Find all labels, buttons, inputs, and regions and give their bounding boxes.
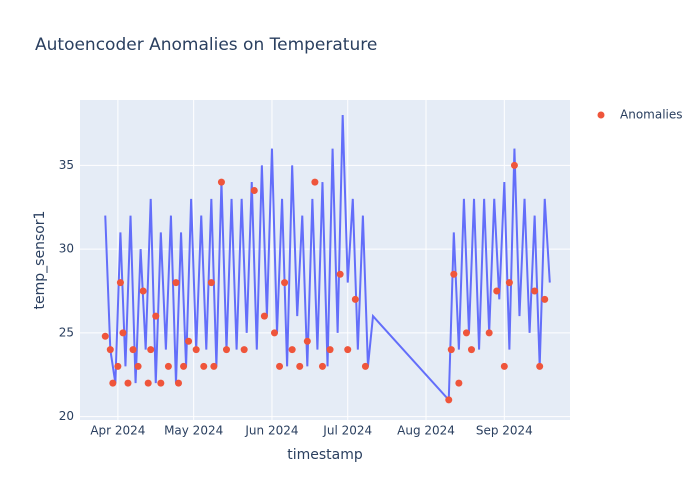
- anomaly-point: [134, 362, 142, 370]
- anomaly-point: [445, 396, 453, 404]
- anomaly-point: [510, 161, 518, 169]
- anomaly-point: [175, 379, 183, 387]
- anomaly-point: [270, 329, 278, 337]
- x-tick-label: Jun 2024: [244, 424, 298, 438]
- legend-marker: [597, 111, 605, 119]
- anomaly-point: [326, 346, 334, 354]
- anomaly-point: [336, 270, 344, 278]
- anomaly-point: [531, 287, 539, 295]
- anomaly-point: [500, 362, 508, 370]
- anomaly-point: [152, 312, 160, 320]
- anomaly-point: [462, 329, 470, 337]
- chart-title: Autoencoder Anomalies on Temperature: [35, 35, 377, 55]
- anomaly-point: [147, 346, 155, 354]
- anomaly-point: [222, 346, 230, 354]
- anomaly-point: [276, 362, 284, 370]
- x-axis-title: timestamp: [287, 447, 363, 463]
- anomaly-point: [139, 287, 147, 295]
- anomaly-point: [485, 329, 493, 337]
- legend-label: Anomalies: [620, 108, 683, 122]
- anomaly-point: [157, 379, 165, 387]
- anomaly-point: [536, 362, 544, 370]
- anomaly-point: [303, 337, 311, 345]
- y-axis-title: temp_sensor1: [32, 211, 48, 310]
- anomaly-point: [311, 178, 319, 186]
- anomaly-point: [361, 362, 369, 370]
- anomaly-point: [493, 287, 501, 295]
- anomaly-point: [164, 362, 172, 370]
- anomaly-point: [240, 346, 248, 354]
- x-tick-label: Jul 2024: [322, 424, 372, 438]
- anomaly-point: [192, 346, 200, 354]
- anomaly-point: [207, 279, 215, 287]
- anomaly-point: [106, 346, 114, 354]
- anomaly-point: [114, 362, 122, 370]
- anomaly-point: [344, 346, 352, 354]
- anomaly-point: [455, 379, 463, 387]
- anomaly-point: [447, 346, 455, 354]
- y-tick-label: 20: [59, 409, 74, 423]
- x-tick-label: Sep 2024: [476, 424, 533, 438]
- anomaly-point: [450, 270, 458, 278]
- anomaly-point: [210, 362, 218, 370]
- anomaly-point: [101, 332, 109, 340]
- anomaly-point: [116, 279, 124, 287]
- anomaly-point: [129, 346, 137, 354]
- anomaly-point: [260, 312, 268, 320]
- anomaly-point: [250, 186, 258, 194]
- anomaly-point: [119, 329, 127, 337]
- x-tick-label: Aug 2024: [397, 424, 455, 438]
- anomaly-point: [172, 279, 180, 287]
- anomaly-point: [109, 379, 117, 387]
- anomaly-point: [180, 362, 188, 370]
- anomaly-point: [288, 346, 296, 354]
- y-tick-label: 30: [59, 242, 74, 256]
- anomaly-point: [185, 337, 193, 345]
- y-tick-label: 35: [59, 158, 74, 172]
- anomaly-point: [144, 379, 152, 387]
- anomaly-point: [541, 295, 549, 303]
- x-tick-label: May 2024: [164, 424, 223, 438]
- anomaly-point: [217, 178, 225, 186]
- anomaly-point: [505, 279, 513, 287]
- anomaly-point: [296, 362, 304, 370]
- anomaly-point: [124, 379, 132, 387]
- anomaly-point: [351, 295, 359, 303]
- x-tick-label: Apr 2024: [90, 424, 145, 438]
- line: [104, 115, 551, 403]
- anomaly-point: [318, 362, 326, 370]
- anomaly-point: [281, 279, 289, 287]
- anomaly-point: [200, 362, 208, 370]
- y-tick-label: 25: [59, 325, 74, 339]
- anomaly-point: [467, 346, 475, 354]
